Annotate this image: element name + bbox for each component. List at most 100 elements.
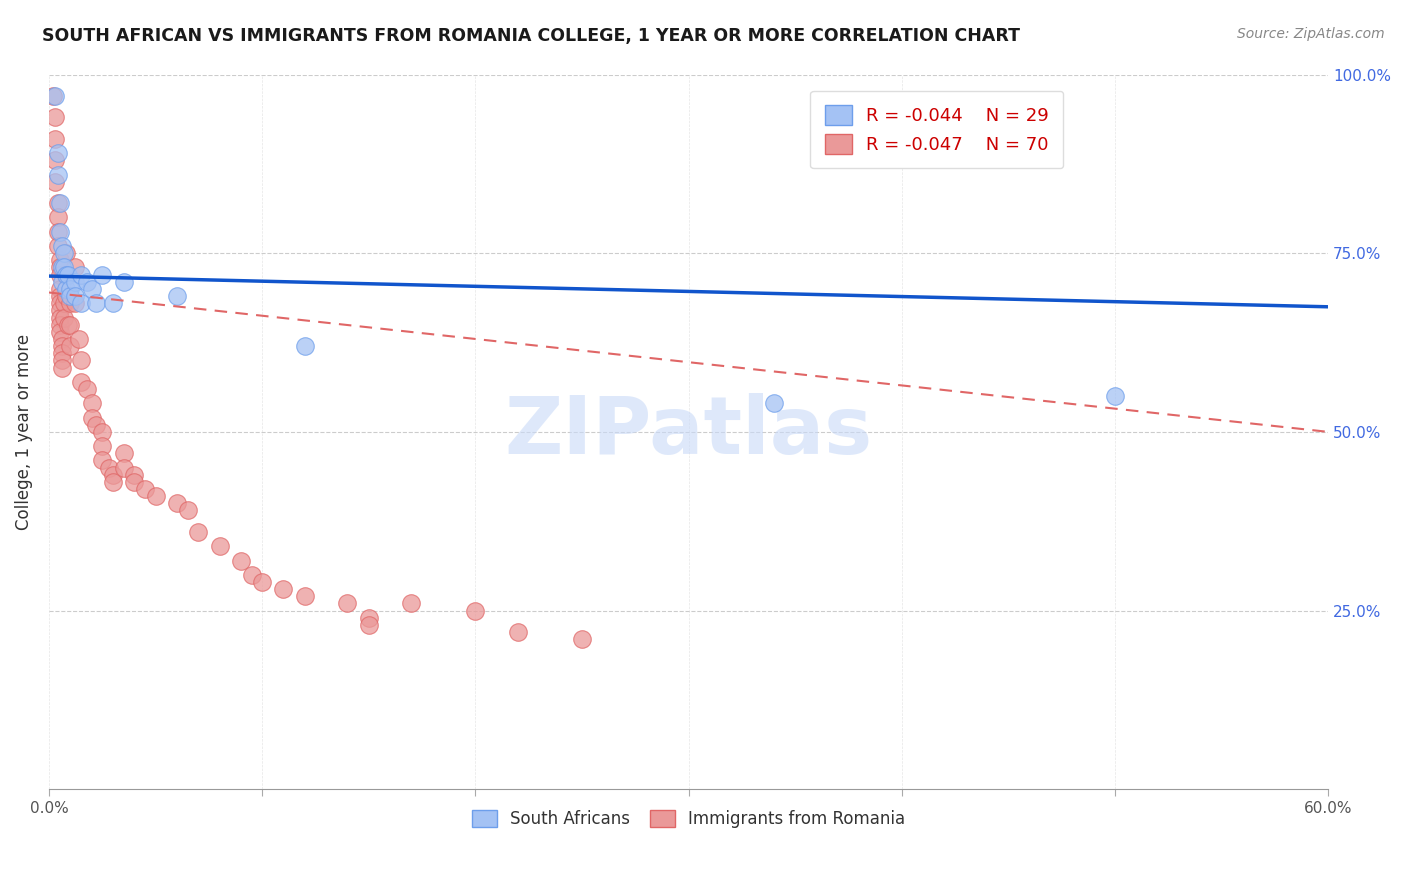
Point: [80, 396, 103, 410]
Point: [101, 467, 124, 482]
Point: [48, 303, 70, 318]
Point: [44, 153, 66, 168]
Point: [55, 268, 77, 282]
Point: [208, 539, 231, 553]
Point: [336, 596, 359, 610]
Legend: South Africans, Immigrants from Romania: South Africans, Immigrants from Romania: [465, 803, 912, 835]
Point: [240, 567, 263, 582]
Point: [52, 310, 75, 325]
Point: [67, 332, 90, 346]
Point: [166, 496, 188, 510]
Point: [52, 246, 75, 260]
Point: [63, 275, 86, 289]
Point: [70, 268, 93, 282]
Y-axis label: College, 1 year or more: College, 1 year or more: [15, 334, 32, 530]
Point: [44, 89, 66, 103]
Point: [55, 246, 77, 260]
Point: [56, 318, 79, 332]
Point: [91, 268, 114, 282]
Point: [112, 275, 135, 289]
Point: [84, 296, 107, 310]
Point: [273, 582, 295, 596]
Point: [59, 296, 82, 310]
Point: [46, 239, 69, 253]
Point: [42, 89, 65, 103]
Point: [122, 467, 145, 482]
Point: [51, 275, 73, 289]
Point: [46, 225, 69, 239]
Point: [401, 596, 423, 610]
Point: [51, 360, 73, 375]
Point: [294, 339, 316, 353]
Point: [176, 503, 198, 517]
Point: [48, 268, 70, 282]
Point: [134, 482, 156, 496]
Point: [55, 282, 77, 296]
Point: [112, 446, 135, 460]
Point: [70, 353, 93, 368]
Point: [506, 625, 529, 640]
Point: [48, 260, 70, 275]
Point: [187, 524, 209, 539]
Point: [70, 375, 93, 389]
Point: [55, 268, 77, 282]
Point: [91, 453, 114, 467]
Point: [46, 146, 69, 161]
Point: [112, 460, 135, 475]
Point: [59, 282, 82, 296]
Point: [80, 410, 103, 425]
Point: [101, 475, 124, 489]
Point: [91, 439, 114, 453]
Point: [48, 318, 70, 332]
Point: [51, 353, 73, 368]
Point: [44, 132, 66, 146]
Point: [229, 553, 252, 567]
Point: [46, 196, 69, 211]
Point: [101, 296, 124, 310]
Point: [80, 282, 103, 296]
Point: [59, 339, 82, 353]
Point: [145, 489, 167, 503]
Point: [63, 289, 86, 303]
Point: [63, 296, 86, 310]
Point: [56, 268, 79, 282]
Point: [48, 289, 70, 303]
Text: Source: ZipAtlas.com: Source: ZipAtlas.com: [1237, 27, 1385, 41]
Point: [52, 296, 75, 310]
Point: [91, 425, 114, 439]
Point: [357, 610, 380, 624]
Text: ZIPatlas: ZIPatlas: [505, 392, 873, 471]
Point: [97, 460, 120, 475]
Point: [250, 574, 273, 589]
Point: [122, 475, 145, 489]
Point: [48, 296, 70, 310]
Point: [762, 396, 785, 410]
Point: [48, 282, 70, 296]
Point: [48, 196, 70, 211]
Point: [51, 332, 73, 346]
Point: [1104, 389, 1126, 403]
Point: [51, 239, 73, 253]
Point: [76, 382, 98, 396]
Point: [52, 260, 75, 275]
Point: [84, 417, 107, 432]
Point: [44, 111, 66, 125]
Point: [571, 632, 593, 647]
Point: [59, 318, 82, 332]
Point: [76, 275, 98, 289]
Point: [51, 346, 73, 360]
Point: [464, 603, 486, 617]
Point: [48, 225, 70, 239]
Point: [48, 310, 70, 325]
Point: [166, 289, 188, 303]
Point: [51, 339, 73, 353]
Point: [44, 175, 66, 189]
Point: [63, 260, 86, 275]
Point: [59, 289, 82, 303]
Point: [46, 168, 69, 182]
Point: [70, 296, 93, 310]
Point: [48, 325, 70, 339]
Point: [294, 589, 316, 603]
Point: [48, 253, 70, 268]
Text: SOUTH AFRICAN VS IMMIGRANTS FROM ROMANIA COLLEGE, 1 YEAR OR MORE CORRELATION CHA: SOUTH AFRICAN VS IMMIGRANTS FROM ROMANIA…: [42, 27, 1021, 45]
